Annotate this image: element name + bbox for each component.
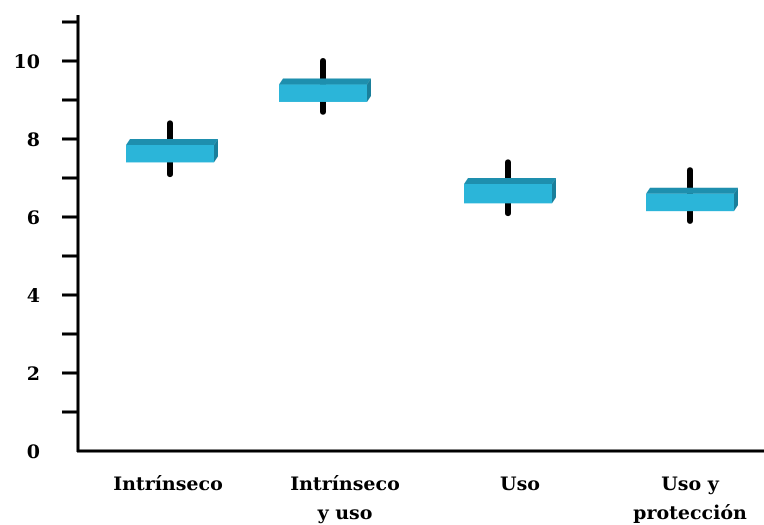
x-category-label-line: Uso y: [661, 473, 720, 495]
box-top-face: [464, 178, 556, 184]
box-front-face: [126, 145, 214, 163]
y-tick-label: 2: [27, 363, 40, 385]
box-item: [279, 58, 371, 115]
box-item: [464, 159, 556, 217]
chart-axes: [76, 15, 764, 453]
y-tick-label: 8: [27, 129, 40, 151]
x-category-label: Uso: [500, 473, 540, 495]
x-category-label: Intrínseco: [113, 473, 223, 495]
box-series: [126, 58, 738, 224]
box-item: [126, 120, 218, 178]
box-front-face: [464, 184, 552, 204]
x-category-label-line: protección: [633, 502, 747, 524]
box-top-face: [126, 139, 218, 145]
x-category-label: Intrínseco y uso: [290, 473, 400, 524]
box-top-face: [279, 78, 371, 85]
box-side-face: [734, 187, 738, 212]
x-category-label: Uso y protección: [633, 473, 747, 524]
box-side-face: [552, 178, 556, 204]
y-axis-tick-labels: 0 2 4 6 8 10: [14, 51, 40, 463]
box-front-face: [646, 193, 734, 212]
x-axis-category-labels: Intrínseco Intrínseco y uso Uso Uso y protecc…: [113, 473, 747, 524]
y-tick-label: 10: [14, 51, 40, 73]
y-axis-ticks: [62, 20, 78, 414]
y-tick-label: 6: [27, 207, 40, 229]
box-front-face: [279, 84, 367, 102]
box-item: [646, 167, 738, 224]
x-category-label-line: y uso: [317, 502, 373, 524]
y-tick-label: 4: [27, 285, 40, 307]
x-category-label-line: Intrínseco: [290, 473, 400, 495]
box-side-face: [214, 139, 218, 163]
box-top-face: [646, 187, 738, 194]
box-side-face: [367, 78, 371, 102]
x-category-label-line: Uso: [500, 473, 540, 495]
y-tick-label: 0: [27, 441, 40, 463]
x-category-label-line: Intrínseco: [113, 473, 223, 495]
